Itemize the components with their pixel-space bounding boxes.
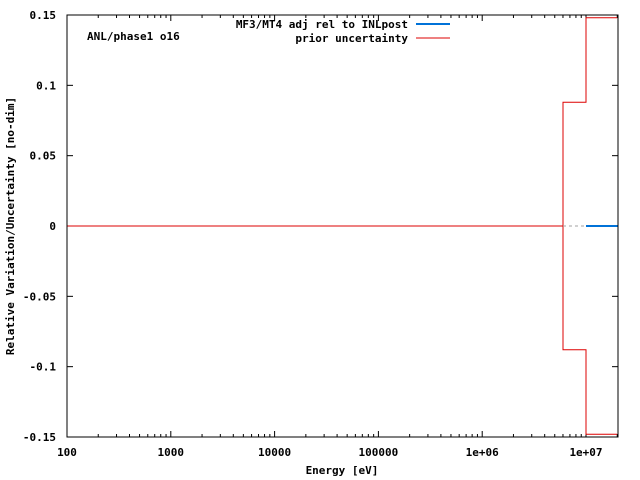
x-tick-labels: 100 1000 10000 100000 1e+06 1e+07 bbox=[57, 446, 603, 459]
legend: MF3/MT4 adj rel to INLpost prior uncerta… bbox=[236, 18, 450, 45]
x-tick-label: 10000 bbox=[258, 446, 291, 459]
y-tick-label: -0.15 bbox=[23, 431, 56, 444]
x-axis-label: Energy [eV] bbox=[306, 464, 379, 477]
plot-frame bbox=[66, 14, 619, 438]
legend-entry-adj-label: MF3/MT4 adj rel to INLpost bbox=[236, 18, 408, 31]
y-tick-labels: 0.15 0.1 0.05 0 -0.05 -0.1 -0.15 bbox=[23, 9, 56, 444]
x-tick-label: 1000 bbox=[158, 446, 185, 459]
y-tick-label: -0.05 bbox=[23, 290, 56, 303]
prior-uncertainty-lower-line bbox=[67, 225, 618, 435]
x-tick-label: 1e+07 bbox=[569, 446, 602, 459]
y-tick-label: 0.05 bbox=[30, 150, 57, 163]
x-tick-label: 100000 bbox=[359, 446, 399, 459]
y-tick-label: -0.1 bbox=[30, 361, 57, 374]
legend-entry-prior-label: prior uncertainty bbox=[295, 32, 408, 45]
y-axis-label: Relative Variation/Uncertainty [no-dim] bbox=[4, 97, 17, 355]
prior-uncertainty-upper-line bbox=[67, 17, 618, 227]
x-tick-label: 100 bbox=[57, 446, 77, 459]
y-tick-label: 0.1 bbox=[36, 79, 56, 92]
x-tick-label: 1e+06 bbox=[466, 446, 499, 459]
y-tick-label: 0 bbox=[49, 220, 56, 233]
y-tick-label: 0.15 bbox=[30, 9, 57, 22]
plot-area bbox=[67, 17, 618, 435]
annotation-label: ANL/phase1 o16 bbox=[87, 30, 180, 43]
